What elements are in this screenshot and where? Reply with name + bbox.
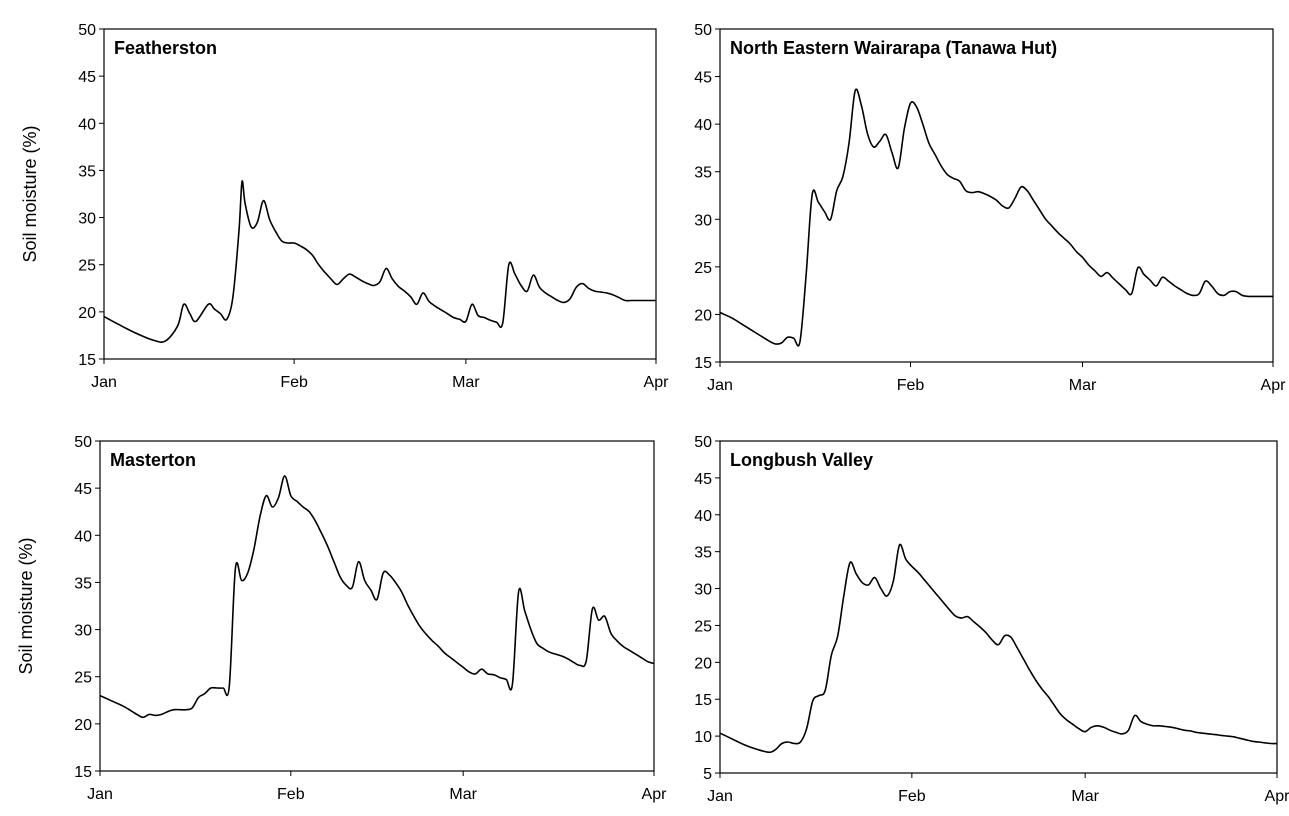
y-tick-label: 25 bbox=[694, 618, 712, 635]
y-tick-label: 45 bbox=[78, 69, 96, 86]
y-tick-label: 20 bbox=[694, 655, 712, 672]
series-line bbox=[99, 475, 655, 719]
panel-title: North Eastern Wairarapa (Tanawa Hut) bbox=[730, 38, 1057, 58]
series-line bbox=[719, 88, 1273, 347]
x-tick-label: Feb bbox=[897, 377, 925, 394]
y-axis-label: Soil moisture (%) bbox=[16, 537, 36, 674]
y-tick-label: 10 bbox=[694, 729, 712, 746]
y-tick-label: 50 bbox=[694, 434, 712, 451]
panel-title: Longbush Valley bbox=[730, 450, 873, 470]
y-tick-label: 15 bbox=[694, 692, 712, 709]
plot-frame bbox=[719, 28, 1274, 363]
axis-ticks: 50 45 40 35 30 25 20 15 10 5 Jan Feb Mar Apr bbox=[694, 434, 1289, 805]
x-tick-label: Feb bbox=[898, 788, 926, 805]
y-tick-label: 5 bbox=[703, 766, 712, 783]
x-tick-label: Jan bbox=[87, 786, 113, 803]
x-tick-label: Jan bbox=[707, 377, 733, 394]
x-tick-label: Jan bbox=[91, 374, 117, 391]
x-tick-label: Mar bbox=[449, 786, 477, 803]
panel-featherston: Featherston Soil moisture (%) 50 45 40 35 30… bbox=[20, 22, 669, 391]
y-tick-label: 50 bbox=[74, 434, 92, 451]
y-tick-label: 30 bbox=[78, 211, 96, 228]
y-tick-label: 25 bbox=[74, 670, 92, 687]
x-tick-label: Feb bbox=[280, 374, 308, 391]
panel-masterton: Masterton Soil moisture (%) 50 45 40 35 30 25… bbox=[16, 434, 667, 803]
axis-ticks: 50 45 40 35 30 25 20 15 Jan Feb Mar Apr bbox=[74, 434, 667, 803]
axis-ticks: 50 45 40 35 30 25 20 15 Jan Feb Mar Apr bbox=[78, 22, 669, 391]
y-tick-label: 15 bbox=[694, 355, 712, 372]
y-tick-label: 50 bbox=[694, 22, 712, 39]
y-tick-label: 35 bbox=[78, 163, 96, 180]
x-tick-label: Jan bbox=[707, 788, 733, 805]
x-tick-label: Apr bbox=[1265, 788, 1289, 805]
y-tick-label: 20 bbox=[694, 307, 712, 324]
plot-frame bbox=[103, 28, 657, 360]
y-tick-label: 30 bbox=[694, 582, 712, 599]
y-tick-label: 35 bbox=[694, 545, 712, 562]
plot-frame bbox=[719, 440, 1278, 774]
y-tick-label: 35 bbox=[694, 165, 712, 182]
series-line bbox=[103, 180, 656, 343]
y-tick-label: 45 bbox=[694, 471, 712, 488]
y-tick-label: 15 bbox=[78, 352, 96, 369]
y-tick-label: 15 bbox=[74, 764, 92, 781]
y-tick-label: 20 bbox=[74, 717, 92, 734]
y-tick-label: 40 bbox=[694, 117, 712, 134]
y-tick-label: 30 bbox=[74, 623, 92, 640]
plot-frame bbox=[99, 440, 655, 772]
y-tick-label: 40 bbox=[694, 508, 712, 525]
panel-title: Masterton bbox=[110, 450, 196, 470]
y-tick-label: 25 bbox=[78, 258, 96, 275]
x-tick-label: Mar bbox=[1069, 377, 1097, 394]
x-tick-label: Apr bbox=[1261, 377, 1287, 394]
x-tick-label: Mar bbox=[1071, 788, 1099, 805]
y-tick-label: 40 bbox=[74, 528, 92, 545]
axis-ticks: 50 45 40 35 30 25 20 15 Jan Feb Mar Apr bbox=[694, 22, 1286, 394]
y-tick-label: 50 bbox=[78, 22, 96, 39]
y-tick-label: 30 bbox=[694, 212, 712, 229]
y-tick-label: 35 bbox=[74, 575, 92, 592]
x-tick-label: Mar bbox=[452, 374, 480, 391]
y-tick-label: 20 bbox=[78, 305, 96, 322]
x-tick-label: Apr bbox=[644, 374, 670, 391]
x-tick-label: Feb bbox=[277, 786, 305, 803]
y-tick-label: 45 bbox=[694, 70, 712, 87]
panel-title: Featherston bbox=[114, 38, 217, 58]
y-tick-label: 40 bbox=[78, 116, 96, 133]
panel-longbush-valley: Longbush Valley 50 45 40 35 30 25 20 15 10 5 Jan Fe… bbox=[694, 434, 1289, 805]
series-line bbox=[719, 543, 1278, 754]
x-tick-label: Apr bbox=[642, 786, 668, 803]
panel-north-eastern-wairarapa: North Eastern Wairarapa (Tanawa Hut) 50 4… bbox=[694, 22, 1286, 394]
y-tick-label: 25 bbox=[694, 260, 712, 277]
y-tick-label: 45 bbox=[74, 481, 92, 498]
y-axis-label: Soil moisture (%) bbox=[20, 125, 40, 262]
